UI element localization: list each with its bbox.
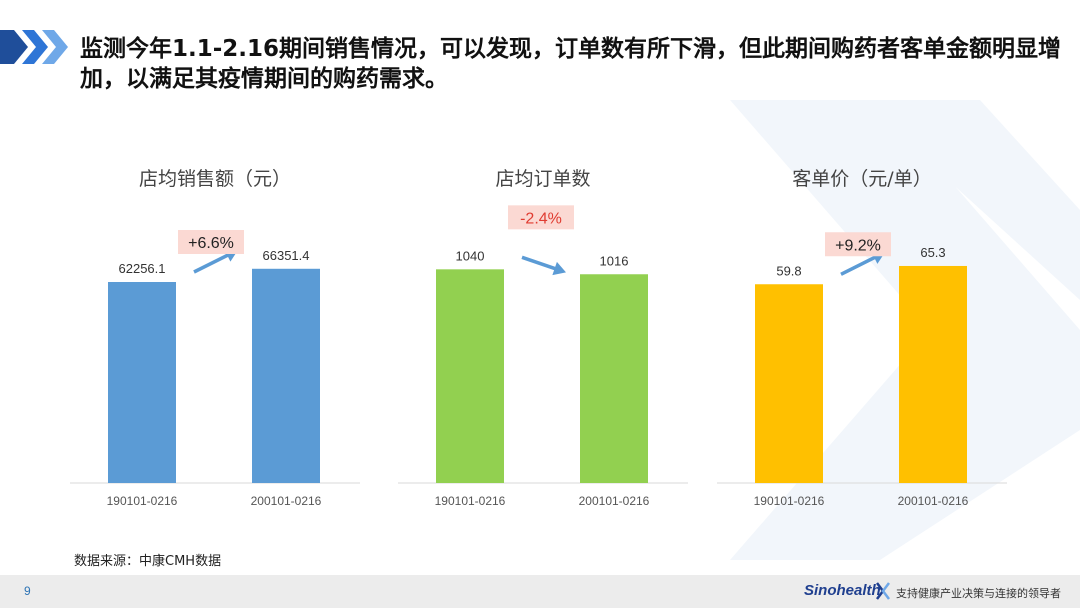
data-label: 62256.1 [119,261,166,276]
data-label: 1016 [600,253,629,268]
change-badge [825,232,891,257]
data-label: 59.8 [776,263,801,278]
change-label: +6.6% [188,235,234,252]
bar [108,282,176,483]
bar [436,269,504,483]
change-label: -2.4% [520,210,562,227]
data-source-note: 数据来源：中康CMH数据 [74,554,222,569]
bar [252,268,320,483]
trend-arrow [193,251,233,274]
data-label: 65.3 [920,245,945,260]
footer-bar: 9 Sinohealth 支持健康产业决策与连接的领导者 [0,575,1080,608]
chart-canvas: 1040 190101-0216 1016 200101-0216 -2.4% [398,205,688,508]
chart-title: 店均销售额（元） [138,168,291,190]
bar [580,274,648,483]
trend-arrow [521,255,561,272]
title-chevron-icon [0,30,68,64]
change-badge [178,230,244,255]
chart-sales: 店均销售额（元） 62256.1 190101-0216 66351.4 200101… [70,150,360,520]
chart-title: 客单价（元/单） [792,168,932,190]
tick-label: 200101-0216 [898,494,969,508]
bar [755,284,823,483]
tick-label: 200101-0216 [579,494,650,508]
change-badge [508,205,574,230]
data-label: 66351.4 [263,248,310,263]
page-number: 9 [24,584,31,598]
footer-slogan: 支持健康产业决策与连接的领导者 [896,587,1061,600]
trend-arrow-head [552,261,566,276]
tick-label: 190101-0216 [754,494,825,508]
bar [899,265,967,483]
chart-orders: 店均订单数 1040 190101-0216 1016 200101-0216 -2.4… [398,150,688,520]
chart-canvas: 59.8 190101-0216 65.3 200101-0216 +9.2% [717,232,1007,508]
logo-mark-icon [876,582,890,600]
page-title: 监测今年1.1-2.16期间销售情况，可以发现，订单数有所下滑，但此期间购药者客… [80,36,1062,92]
chart-avg-price: 客单价（元/单） 59.8 190101-0216 65.3 200101-0216 +… [717,150,1007,520]
tick-label: 190101-0216 [107,494,178,508]
data-label: 1040 [456,248,485,263]
chart-canvas: 62256.1 190101-0216 66351.4 200101-0216 +6.6… [70,230,360,508]
tick-label: 200101-0216 [251,494,322,508]
trend-arrow [840,253,880,276]
change-label: +9.2% [835,237,881,254]
sinohealth-logo: Sinohealth [804,582,881,599]
chart-title: 店均订单数 [495,168,591,190]
tick-label: 190101-0216 [435,494,506,508]
